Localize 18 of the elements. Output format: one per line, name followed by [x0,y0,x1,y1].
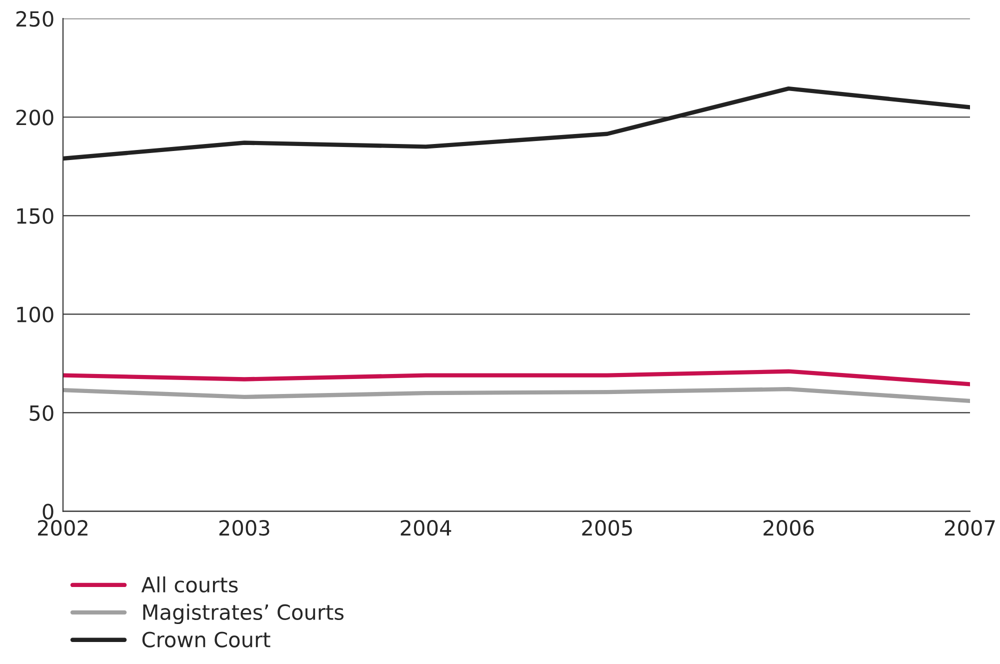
x-tick-label: 2002 [38,520,88,536]
legend-label: Magistrates’ Courts [143,604,344,624]
y-tick-label: 50 [30,405,54,421]
legend-label: All courts [141,576,238,593]
x-tick-label: 2006 [764,520,814,536]
legend-label: Crown Court [142,632,270,648]
y-tick-label: 200 [16,110,54,126]
y-tick-label: 0 [42,504,54,520]
y-tick-label: 250 [16,11,54,27]
line-series [63,86,970,161]
y-tick-label: 100 [17,306,54,322]
x-tick-label: 2004 [400,520,452,536]
line-series [63,387,970,404]
x-tick-label: 2003 [219,520,270,536]
line-series [63,369,970,386]
x-tick-label: 2005 [582,520,632,536]
x-tick-label: 2007 [945,520,995,536]
y-tick-label: 150 [17,208,54,224]
